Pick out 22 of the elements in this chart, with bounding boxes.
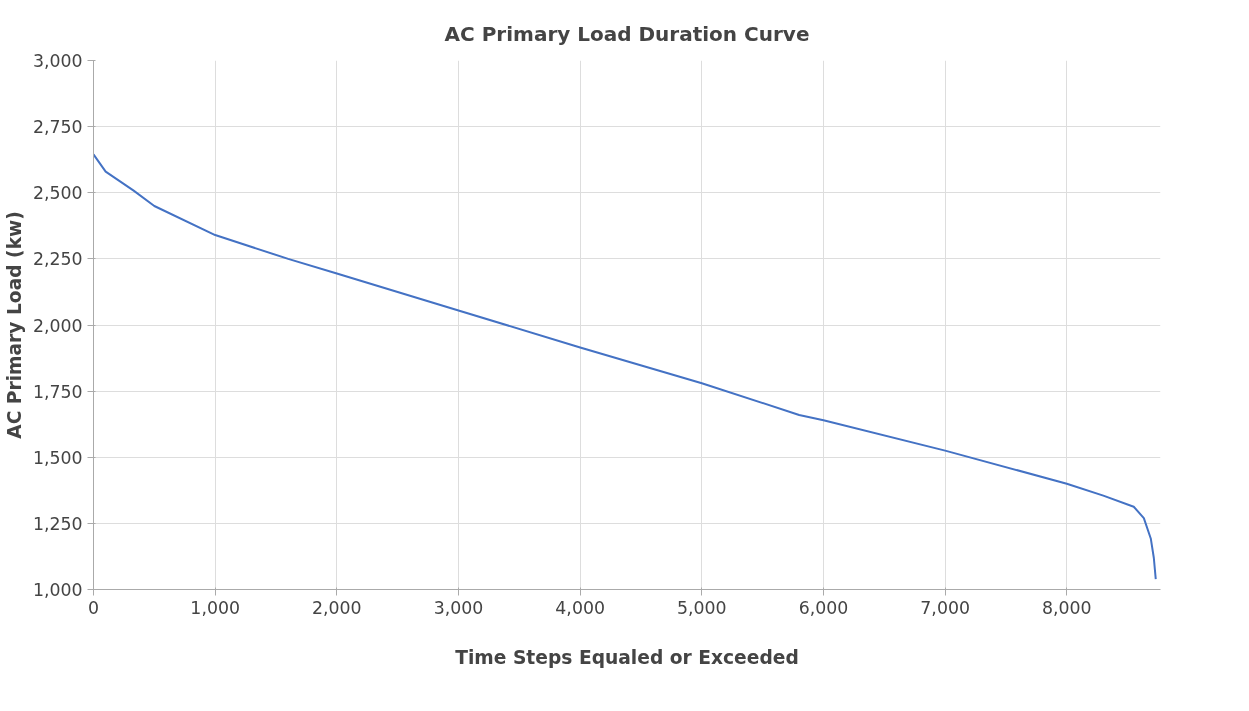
x-tick-label: 3,000 [433, 597, 484, 618]
y-tick-label: 1,750 [32, 381, 83, 402]
line-series [93, 153, 1157, 581]
y-tick-label: 2,500 [32, 183, 83, 204]
y-tick-label: 1,250 [32, 513, 83, 534]
x-tick-label: 4,000 [555, 597, 605, 618]
x-tick-label: 2,000 [312, 597, 362, 618]
y-axis-title: AC Primary Load (kw) [3, 211, 25, 439]
x-tick-label: 1,000 [190, 597, 240, 618]
x-tick-label: 5,000 [677, 597, 727, 618]
y-tick-label: 1,500 [32, 447, 83, 468]
y-tick-label: 1,000 [32, 580, 83, 600]
x-tick-label: 8,000 [1042, 597, 1092, 618]
y-tick-label: 2,750 [32, 117, 83, 138]
x-tick-label: 0 [87, 597, 100, 618]
x-tick-label: 6,000 [798, 597, 849, 618]
y-tick-label: 3,000 [32, 51, 83, 71]
x-axis-title: Time Steps Equaled or Exceeded [455, 646, 799, 668]
x-tick-label: 7,000 [920, 597, 970, 618]
chart-title: AC Primary Load Duration Curve [444, 21, 810, 46]
y-tick-label: 2,000 [32, 315, 83, 336]
y-tick-label: 2,250 [32, 249, 83, 270]
